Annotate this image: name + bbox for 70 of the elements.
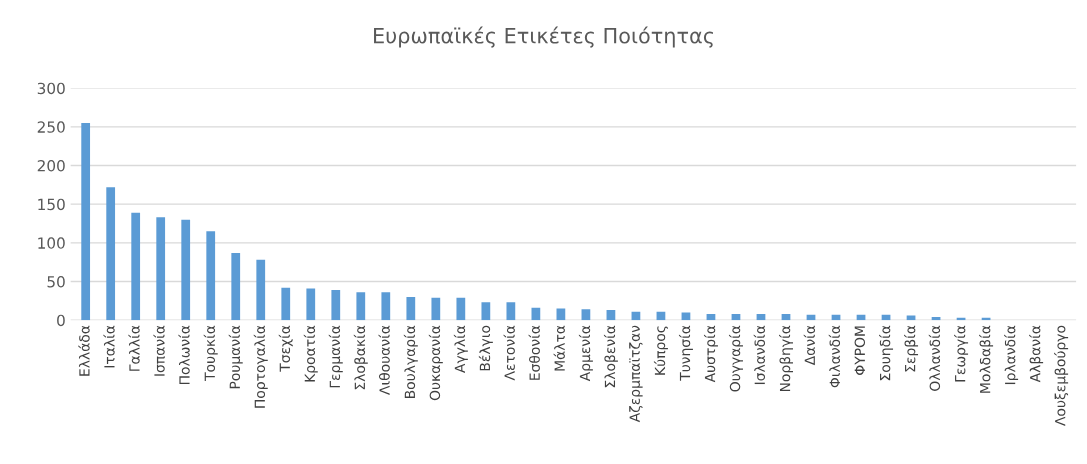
bar	[406, 296, 416, 321]
chart-title: Ευρωπαϊκές Ετικέτες Ποιότητας	[374, 26, 713, 48]
bar	[81, 122, 91, 321]
bar	[106, 187, 116, 321]
bar	[206, 231, 216, 321]
bar	[256, 259, 266, 321]
x-tick-label: Σλοβενία	[603, 325, 618, 388]
x-tick-label: Βουλγαρία	[403, 325, 418, 398]
bar	[356, 292, 366, 321]
bar	[331, 290, 341, 321]
x-tick-label: Γερμανία	[328, 325, 343, 388]
bar	[531, 307, 541, 321]
y-tick-label: 250	[37, 121, 65, 133]
x-tick-label: Αυστρία	[703, 325, 718, 383]
y-tick-label: 300	[37, 82, 65, 95]
x-tick-label: Πολωνία	[178, 325, 190, 385]
x-tick-label: Βέλγιο	[478, 325, 493, 371]
bar	[381, 292, 391, 321]
x-tick-label: Σουηδία	[879, 325, 894, 381]
bar	[231, 252, 241, 321]
x-tick-label: Τουρκία	[203, 325, 218, 381]
bar	[481, 302, 491, 321]
x-tick-label: Ελλάδα	[78, 325, 90, 376]
x-tick-label: Λιθουανία	[378, 325, 390, 395]
x-tick-label: Τσεχία	[278, 325, 293, 372]
x-tick-label: Μολδαβία	[979, 325, 994, 393]
x-tick-label: ΦΥΡΟΜ	[854, 326, 866, 375]
bar	[431, 297, 441, 321]
x-tick-label: Δανία	[803, 325, 816, 366]
x-tick-label: Κροατία	[303, 325, 318, 382]
x-tick-label: Νορβηγία	[778, 325, 793, 392]
x-tick-label: Αρμενία	[578, 325, 593, 382]
y-tick-label: 200	[37, 159, 65, 172]
y-tick-label: 50	[47, 275, 65, 288]
bar	[681, 312, 691, 321]
x-tick-label: Μάλτα	[553, 325, 565, 371]
bar	[281, 287, 291, 321]
x-tick-label: Ιρλανδία	[1004, 325, 1019, 385]
y-tick-label: 0	[57, 314, 65, 327]
x-tick-label: Γαλλία	[128, 325, 140, 371]
x-tick-label: Σλοβακία	[353, 325, 368, 390]
x-tick-label: Ρουμανία	[228, 325, 243, 389]
x-tick-label: Ιταλία	[103, 325, 115, 368]
x-tick-label: Εσθονία	[528, 325, 540, 380]
bar	[456, 297, 466, 321]
x-tick-label: Σερβία	[904, 325, 919, 372]
x-tick-label: Ουγγαρία	[728, 325, 743, 392]
x-tick-label: Ολλανδία	[928, 325, 941, 391]
bar	[306, 288, 316, 321]
bar	[506, 302, 516, 321]
x-tick-label: Αλβανία	[1029, 325, 1044, 383]
x-tick-label: Ισλανδία	[753, 325, 766, 385]
x-tick-label: Λετονία	[503, 325, 515, 381]
bar	[181, 219, 191, 321]
x-tick-label: Λουξεμβούργο	[1054, 325, 1069, 426]
x-tick-label: Αγγλία	[453, 325, 468, 373]
y-tick-label: 100	[38, 237, 65, 249]
bar	[581, 309, 591, 321]
x-tick-label: Τυνησία	[678, 325, 693, 381]
x-tick-label: Γεωργία	[954, 325, 969, 382]
x-tick-label: Πορτογαλία	[253, 325, 268, 408]
x-tick-label: Φιλανδία	[828, 325, 841, 388]
bar	[606, 310, 616, 321]
x-tick-label: Ουκαρανία	[428, 325, 443, 401]
bar	[131, 212, 141, 321]
x-tick-label: Κύπρος	[653, 326, 668, 375]
bar	[156, 217, 166, 321]
y-tick-label: 150	[38, 198, 65, 211]
x-tick-label: Αζερμπαϊτζαν	[629, 325, 643, 423]
x-tick-label: Ισπανία	[153, 325, 165, 376]
